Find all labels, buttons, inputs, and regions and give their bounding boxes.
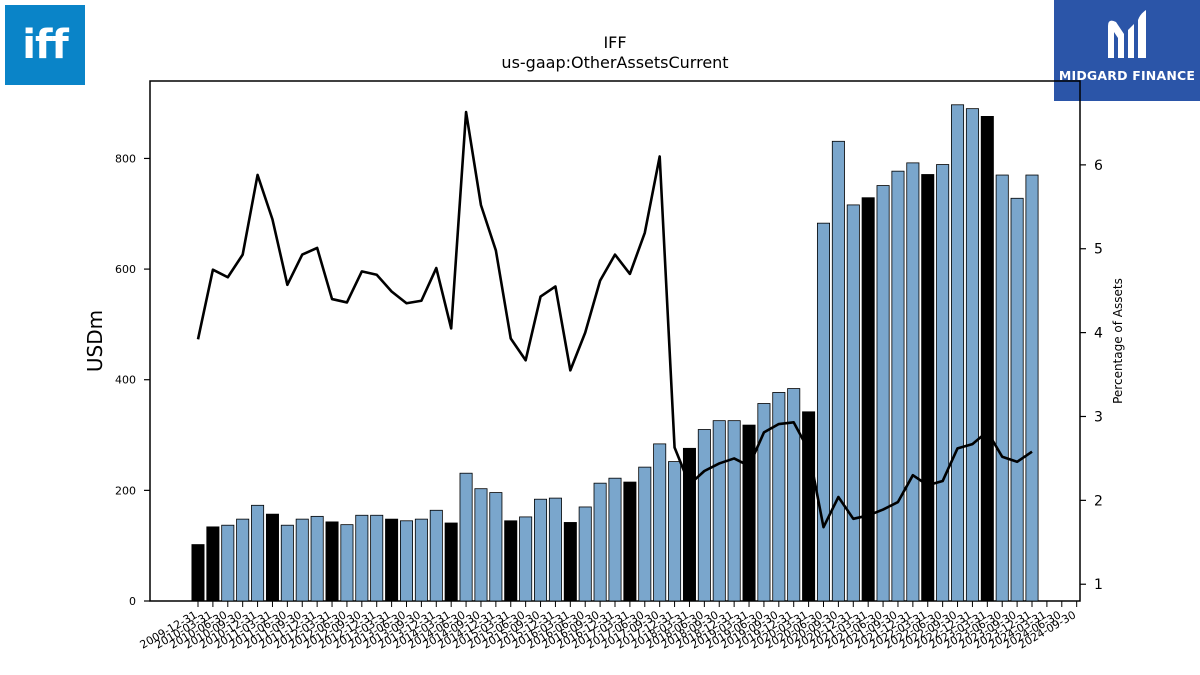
bar [355,514,369,602]
bar [951,104,965,602]
y-tick-label: 0 [129,595,136,608]
y-tick-label: 200 [115,484,136,497]
bar [668,461,682,602]
bar-group [191,104,1039,602]
y2-tick-label: 5 [1094,242,1103,258]
bar [742,424,756,602]
midgard-emblem-icon [1108,10,1146,59]
bar [697,429,711,602]
bar [653,443,667,602]
chart-subtitle: us-gaap:OtherAssetsCurrent [501,53,728,72]
bar [534,498,548,602]
bar [489,492,503,602]
bar [310,515,324,602]
bar [459,472,473,602]
y-tick-label: 600 [115,263,136,276]
bar [727,420,741,602]
y-tick-label: 400 [115,374,136,387]
bar [787,388,801,602]
line-group [196,110,1033,529]
bar [236,518,250,602]
bar [265,513,279,602]
midgard-finance-wordmark: MIDGARD FINANCE [1058,68,1196,83]
y-axis-label: USDm [83,310,107,372]
bar [1010,197,1024,602]
bar [325,521,339,602]
bar [251,504,265,602]
bar [846,204,860,602]
midgard-finance-logo: MIDGARD FINANCE [1054,0,1200,101]
bar [936,164,950,602]
bar [712,420,726,602]
bar [221,524,235,602]
bar [370,514,384,602]
bar [608,477,622,602]
series-line [196,110,1033,529]
bar [340,524,354,602]
bar [906,162,920,602]
bar [414,518,428,602]
bar [206,526,220,602]
bar [429,509,443,602]
bar [965,108,979,602]
bar [578,506,592,602]
bar [399,520,414,602]
bar [891,170,905,602]
bar [921,174,935,602]
y2-tick-label: 4 [1094,326,1103,342]
bar [519,516,533,602]
bar [816,222,831,602]
y2-axis-label: Percentage of Assets [1111,278,1125,404]
iff-logo: iff [5,5,85,85]
bar [980,116,994,602]
y-axis-right: 1 2 3 4 5 6 [1080,158,1103,593]
bar [385,518,399,602]
iff-logo-text: iff [22,22,69,68]
bar [876,185,890,602]
x-axis: 2009-12-312010-03-312010-06-302010-09-30… [138,601,1078,652]
bar [548,497,562,602]
bar [444,522,458,602]
y-tick-label: 800 [115,152,136,165]
bar [191,544,205,602]
y2-tick-label: 1 [1094,577,1103,593]
bar [474,488,488,602]
y-axis-left: 0 200 400 600 800 [115,152,150,608]
bar [593,482,607,602]
y2-tick-label: 2 [1094,493,1103,509]
bar [995,174,1009,602]
y2-tick-label: 6 [1094,158,1103,174]
chart-title: IFF [603,33,626,52]
bar [295,518,309,602]
bar [563,522,577,602]
bar [638,466,652,602]
bar [623,481,637,602]
bar [504,520,518,602]
bar [1025,174,1039,602]
y2-tick-label: 3 [1094,409,1103,425]
bar [861,197,875,602]
bar [280,524,294,602]
bar [831,140,845,602]
